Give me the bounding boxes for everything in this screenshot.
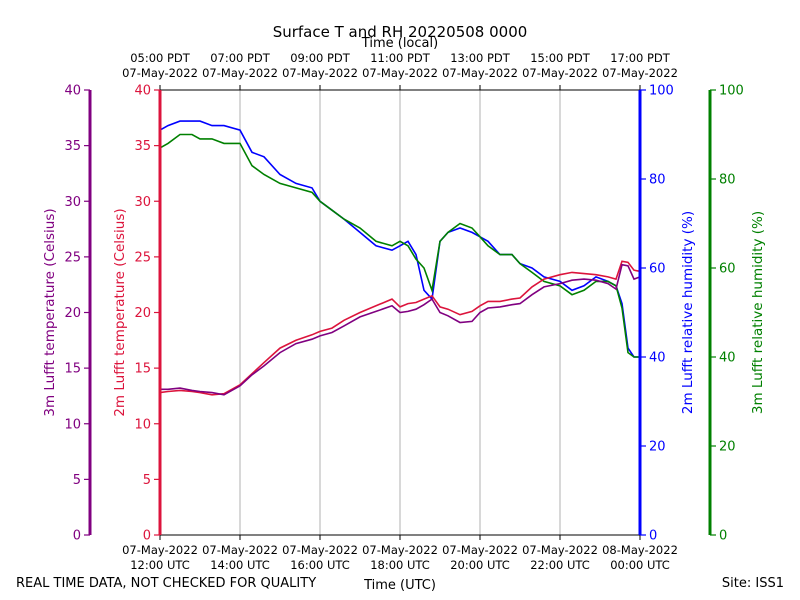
x-tick-label-utc-time: 18:00 UTC bbox=[370, 558, 430, 572]
x-tick-label-local-time: 09:00 PDT bbox=[290, 51, 351, 65]
y-tick-label-t2m: 40 bbox=[134, 84, 151, 99]
y-tick-label-t3m: 10 bbox=[64, 417, 81, 432]
x-tick-label-local-time: 07:00 PDT bbox=[210, 51, 271, 65]
x-tick-label-local-date: 07-May-2022 bbox=[442, 66, 518, 80]
y-tick-label-rh2m: 0 bbox=[649, 529, 657, 544]
y-tick-label-t2m: 5 bbox=[143, 473, 151, 488]
y-tick-label-t3m: 35 bbox=[64, 139, 81, 154]
y-tick-label-t3m: 20 bbox=[64, 306, 81, 321]
x-tick-label-utc-date: 07-May-2022 bbox=[122, 543, 198, 557]
x-tick-label-utc-date: 07-May-2022 bbox=[362, 543, 438, 557]
series-line-rh2m bbox=[159, 120, 640, 358]
x-tick-label-local-date: 07-May-2022 bbox=[522, 66, 598, 80]
y-tick-label-t2m: 0 bbox=[143, 529, 151, 544]
y-axis-label-t2m: 2m Lufft temperature (Celsius) bbox=[112, 208, 128, 416]
y-tick-label-t2m: 20 bbox=[134, 306, 151, 321]
y-tick-label-rh3m: 60 bbox=[719, 262, 736, 277]
bottom-axis-label: Time (UTC) bbox=[363, 578, 436, 593]
y-axis-label-rh2m: 2m Lufft relative humidity (%) bbox=[680, 211, 696, 414]
y-tick-label-rh2m: 80 bbox=[649, 173, 666, 188]
y-tick-label-t3m: 5 bbox=[73, 473, 81, 488]
x-tick-label-utc-time: 00:00 UTC bbox=[610, 558, 670, 572]
y-tick-label-rh2m: 20 bbox=[649, 440, 666, 455]
y-tick-label-t2m: 25 bbox=[134, 250, 151, 265]
y-tick-label-rh3m: 0 bbox=[719, 529, 727, 544]
x-tick-label-local-date: 07-May-2022 bbox=[202, 66, 278, 80]
y-axis-label-t3m: 3m Lufft temperature (Celsius) bbox=[42, 208, 58, 416]
y-tick-label-rh2m: 100 bbox=[649, 84, 674, 99]
x-tick-label-local-date: 07-May-2022 bbox=[602, 66, 678, 80]
x-tick-label-utc-date: 07-May-2022 bbox=[282, 543, 358, 557]
top-axis-label: Time (local) bbox=[361, 36, 438, 51]
y-tick-label-rh3m: 100 bbox=[719, 84, 744, 99]
x-tick-label-local-time: 17:00 PDT bbox=[610, 51, 671, 65]
x-tick-label-utc-date: 07-May-2022 bbox=[442, 543, 518, 557]
x-tick-label-utc-time: 22:00 UTC bbox=[530, 558, 590, 572]
series-line-t3m bbox=[160, 263, 641, 396]
x-tick-label-local-time: 13:00 PDT bbox=[450, 51, 511, 65]
chart-title: Surface T and RH 20220508 0000 bbox=[273, 23, 528, 41]
x-tick-label-local-time: 15:00 PDT bbox=[530, 51, 591, 65]
x-tick-label-local-time: 05:00 PDT bbox=[130, 51, 191, 65]
y-tick-label-t3m: 25 bbox=[64, 250, 81, 265]
x-tick-label-utc-date: 07-May-2022 bbox=[522, 543, 598, 557]
y-tick-label-t2m: 30 bbox=[134, 195, 151, 210]
y-tick-label-t3m: 40 bbox=[64, 84, 81, 99]
x-tick-label-local-time: 11:00 PDT bbox=[370, 51, 431, 65]
y-tick-label-rh2m: 60 bbox=[649, 262, 666, 277]
y-tick-label-rh2m: 40 bbox=[649, 351, 666, 366]
y-axis-label-rh3m: 3m Lufft relative humidity (%) bbox=[750, 211, 766, 414]
x-tick-label-utc-time: 14:00 UTC bbox=[210, 558, 270, 572]
x-tick-label-utc-date: 08-May-2022 bbox=[602, 543, 678, 557]
y-tick-label-t3m: 0 bbox=[73, 529, 81, 544]
x-tick-label-utc-time: 16:00 UTC bbox=[290, 558, 350, 572]
y-tick-label-t2m: 10 bbox=[134, 417, 151, 432]
series-line-t2m bbox=[159, 260, 641, 396]
x-tick-label-local-date: 07-May-2022 bbox=[282, 66, 358, 80]
site-label: Site: ISS1 bbox=[721, 576, 784, 591]
x-tick-label-local-date: 07-May-2022 bbox=[122, 66, 198, 80]
x-tick-label-utc-time: 20:00 UTC bbox=[450, 558, 510, 572]
y-tick-label-t3m: 15 bbox=[64, 362, 81, 377]
y-tick-label-rh3m: 20 bbox=[719, 440, 736, 455]
y-tick-label-t2m: 15 bbox=[134, 362, 151, 377]
quality-note: REAL TIME DATA, NOT CHECKED FOR QUALITY bbox=[16, 576, 317, 591]
y-tick-label-rh3m: 40 bbox=[719, 351, 736, 366]
y-tick-label-t3m: 30 bbox=[64, 195, 81, 210]
series-line-rh3m bbox=[159, 133, 640, 358]
x-tick-label-local-date: 07-May-2022 bbox=[362, 66, 438, 80]
x-tick-label-utc-time: 12:00 UTC bbox=[130, 558, 190, 572]
y-tick-label-rh3m: 80 bbox=[719, 173, 736, 188]
y-tick-label-t2m: 35 bbox=[134, 139, 151, 154]
x-tick-label-utc-date: 07-May-2022 bbox=[202, 543, 278, 557]
series-layer bbox=[159, 120, 641, 396]
